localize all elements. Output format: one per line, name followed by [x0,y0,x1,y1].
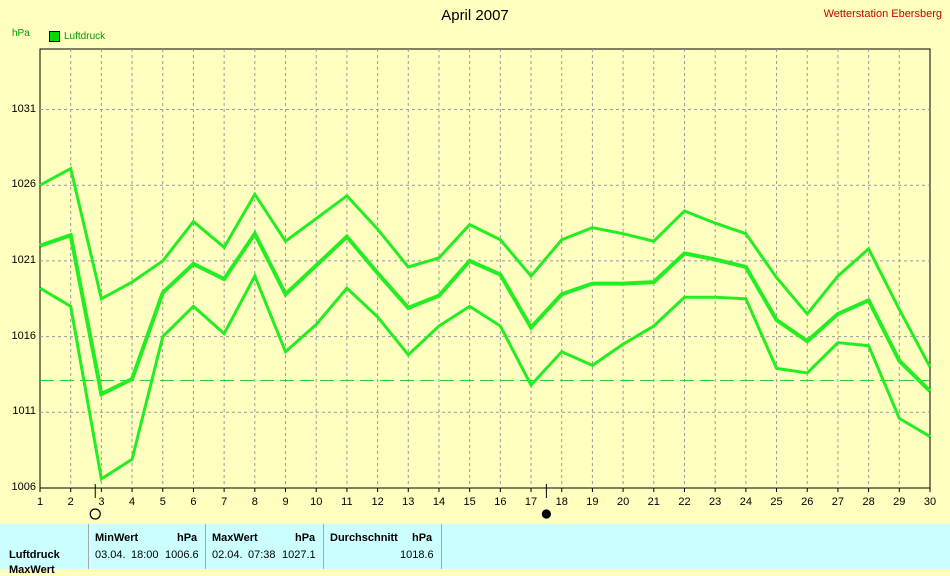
min-date: 03.04. [95,549,126,561]
x-tick-label: 18 [555,496,568,508]
x-tick-label: 30 [923,496,937,508]
legend: Luftdruck [49,31,105,42]
x-tick-label: 24 [739,496,752,508]
x-tick-label: 2 [67,496,74,508]
y-tick-label: 1006 [11,481,36,493]
chart-canvas [39,48,932,520]
x-tick-label: 3 [98,496,105,508]
avg-unit: hPa [412,532,433,544]
x-tick-label: 27 [831,496,845,508]
x-tick-label: 7 [221,496,228,508]
stats-label-column [0,524,89,569]
x-tick-label: 4 [129,496,136,508]
min-header: MinWert [95,532,139,544]
avg-header: Durchschnitt [330,532,398,544]
full-moon-icon [89,508,101,520]
series-line [39,166,932,368]
max-unit: hPa [295,532,316,544]
legend-swatch [49,31,60,42]
x-tick-label: 16 [494,496,507,508]
x-tick-label: 23 [709,496,722,508]
stats-max-column: MaxWert hPa 02.04. 07:38 1027.1 [206,524,324,569]
x-tick-label: 17 [524,496,538,508]
x-tick-marks [39,488,931,492]
x-tick-label: 13 [402,496,415,508]
y-axis-unit: hPa [12,28,30,39]
grid-lines [40,49,930,488]
y-tick-label: 1016 [11,329,36,342]
max-header: MaxWert [212,532,258,544]
series-lines [39,166,932,482]
x-tick-label: 21 [647,496,660,508]
stats-row-label: Luftdruck [9,549,60,561]
x-tick-label: 29 [893,496,906,508]
avg-value: 1018.6 [400,549,434,561]
x-tick-label: 20 [616,496,630,508]
max-date: 02.04. [212,549,243,561]
x-tick-label: 6 [190,496,197,508]
y-tick-label: 1031 [11,102,36,115]
x-tick-label: 26 [801,496,814,508]
y-tick-label: 1021 [11,253,36,266]
x-tick-label: 10 [310,496,323,508]
x-tick-label: 12 [371,496,384,508]
x-tick-label: 25 [770,496,783,508]
min-unit: hPa [177,532,198,544]
x-tick-label: 8 [251,496,258,508]
min-value: 1006.6 [165,549,199,561]
series-line [39,229,932,398]
stats-min-column: MinWert hPa 03.04. 18:00 1006.6 [89,524,206,569]
max-time: 07:38 [248,549,276,561]
chart-title: April 2007 [441,7,509,24]
max-value: 1027.1 [282,549,316,561]
y-tick-label: 1026 [11,178,36,191]
station-name: Wetterstation Ebersberg [823,8,942,20]
x-tick-label: 15 [463,496,476,508]
y-tick-label: 1011 [12,405,36,418]
x-tick-label: 14 [432,496,446,508]
legend-label: Luftdruck [64,31,106,42]
moon-markers [89,484,551,520]
stats-avg-column: Durchschnitt hPa 1018.6 [324,524,442,569]
series-line [39,272,931,482]
stats-panel: Luftdruck MaxWert MinWert hPa 03.04. 18:… [0,524,950,576]
x-tick-label: 5 [159,496,166,508]
x-tick-label: 19 [586,496,599,508]
x-tick-label: 28 [862,496,875,508]
x-tick-label: 1 [36,496,44,508]
x-tick-label: 22 [678,496,691,508]
x-tick-label: 11 [341,496,353,508]
new-moon-icon [541,509,551,519]
x-tick-label: 9 [282,496,289,508]
min-time: 18:00 [131,549,159,561]
